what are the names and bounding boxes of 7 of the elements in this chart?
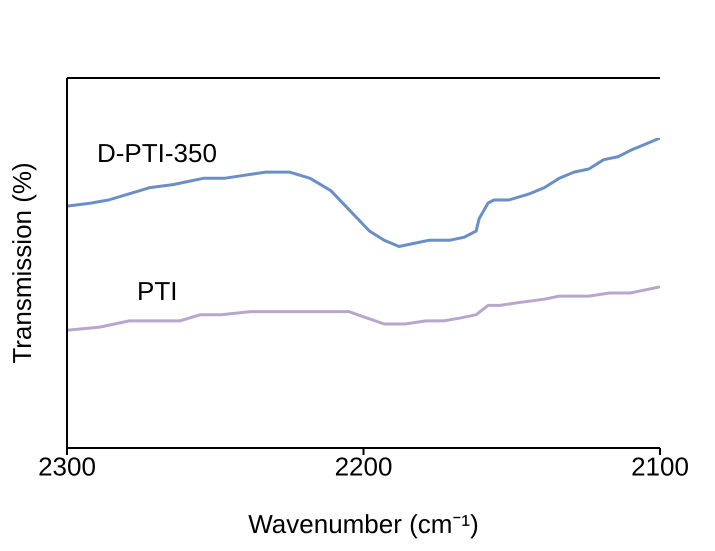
series-label: D-PTI-350 (97, 138, 217, 168)
y-axis-title: Transmission (%) (7, 162, 38, 364)
x-axis-title: Wavenumber (cm⁻¹) (248, 509, 479, 539)
x-tick-label: 2200 (334, 451, 392, 482)
series-label: PTI (137, 276, 178, 306)
x-tick-label: 2300 (38, 451, 96, 482)
x-tick-label: 2100 (631, 451, 689, 482)
